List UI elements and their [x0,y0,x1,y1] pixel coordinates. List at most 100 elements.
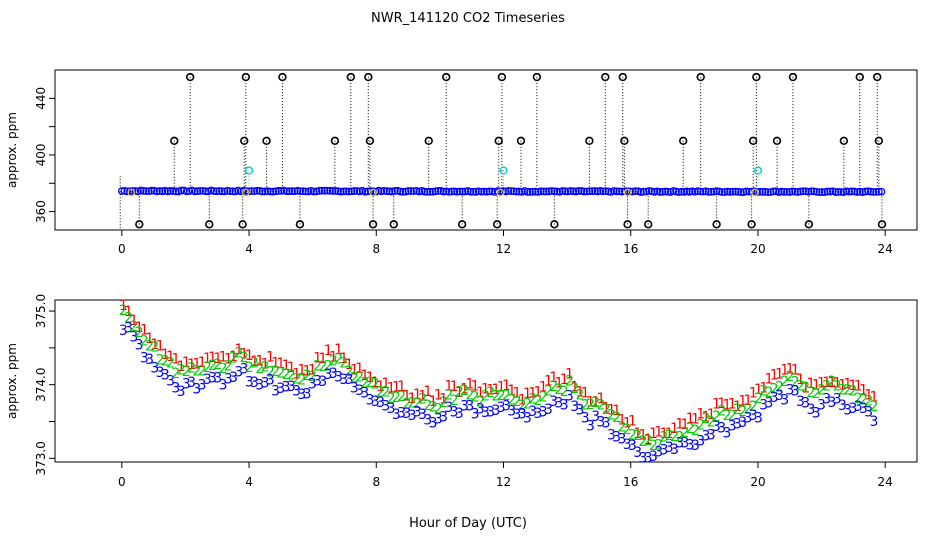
series-3-point: 3 [292,384,301,400]
baseline-point [274,187,283,195]
series-1-point: 1 [203,351,212,367]
series-1-point: 1 [192,357,201,373]
series-3-point: 3 [502,398,511,414]
baseline-point [826,187,835,196]
series-1-point: 1 [513,385,522,401]
series-3-point: 3 [171,380,180,396]
baseline-point [864,187,872,196]
series-1-point: 1 [166,349,175,365]
outlier-point [135,220,144,229]
series-2-point: 2 [145,338,154,354]
series-1-point: 1 [759,380,768,396]
baseline-point [645,187,653,195]
baseline-point [545,187,553,196]
series-1-point: 1 [539,380,548,396]
series-1-point: 1 [791,362,800,378]
outlier-point [550,220,559,229]
series-2-point: 2 [555,382,564,398]
baseline-point [810,187,818,196]
series-2-point: 2 [124,310,133,326]
series-1-point: 1 [602,400,611,416]
series-3-point: 3 [675,436,684,452]
series-3-point: 3 [219,378,228,394]
baseline-point [658,188,667,196]
series-2-point: 2 [738,404,747,420]
baseline-point [217,187,226,196]
top-points [117,72,887,229]
series-1-point: 1 [208,350,217,366]
baseline-point [693,187,702,195]
baseline-point [512,187,521,196]
series-3-point: 3 [607,427,616,443]
baseline-point [453,187,461,196]
series-1-point: 1 [465,377,474,393]
series-2-point: 2 [817,382,826,398]
series-3-point: 3 [728,419,737,435]
series-2-point: 2 [481,388,490,404]
baseline-point [704,188,713,196]
baseline-point [326,186,334,195]
series-1-point: 1 [329,349,338,365]
baseline-point [515,187,524,196]
series-2-point: 2 [749,399,758,415]
baseline-point [504,187,513,195]
series-2-point: 2 [266,365,275,381]
baseline-point [142,187,150,195]
series-2-point: 2 [633,428,642,444]
outlier-point [696,72,705,82]
outlier-point [278,72,287,82]
baseline-point [285,187,294,196]
series-3-point: 3 [812,406,821,422]
series-2-point: 2 [576,387,585,403]
series-2-point: 2 [560,384,569,400]
series-1-point: 1 [182,355,191,371]
series-3-point: 3 [581,410,590,426]
baseline-point [847,187,856,196]
series-1-point: 1 [135,320,144,336]
series-3-point: 3 [203,372,212,388]
baseline-point [482,187,491,196]
outlier-point [772,136,782,145]
outlier-point [185,72,195,82]
series-1-point: 1 [324,343,333,359]
series-1-point: 1 [628,414,637,430]
baseline-point [391,187,399,195]
series-1-point: 1 [775,366,784,382]
baseline-point [339,187,348,196]
series-3-point: 3 [339,372,348,388]
series-1-point: 1 [439,392,448,408]
series-1-point: 1 [303,363,312,379]
series-2-point: 2 [838,382,847,398]
baseline-point [226,187,234,196]
series-2-point: 2 [224,359,233,375]
baseline-point [523,187,532,196]
series-2-point: 2 [345,364,354,380]
series-1-point: 1 [423,384,432,400]
baseline-point [347,187,356,196]
series-1-point: 1 [156,339,165,355]
baseline-point [569,187,578,196]
baseline-point [639,187,648,196]
baseline-point [777,187,786,196]
baseline-point [272,187,280,196]
outlier-point [424,136,433,145]
series-2-point: 2 [439,395,448,411]
series-3-point: 3 [119,323,128,339]
series-2-point: 2 [833,378,842,394]
baseline-point [542,187,551,196]
series-3-point: 3 [381,398,390,414]
series-3-point: 3 [371,394,380,410]
series-1-point: 1 [764,371,773,387]
baseline-point [309,187,318,196]
baseline-point [228,187,237,196]
series-3-point: 3 [129,330,138,346]
series-1-point: 1 [434,388,443,404]
series-3-point: 3 [817,398,826,414]
series-3-point: 3 [444,400,453,416]
top-y-tick-label: 360 [34,200,48,223]
series-3-point: 3 [329,366,338,382]
baseline-point [604,187,613,196]
series-2-point: 2 [618,420,627,436]
series-3-point: 3 [497,400,506,416]
baseline-point [728,187,737,196]
